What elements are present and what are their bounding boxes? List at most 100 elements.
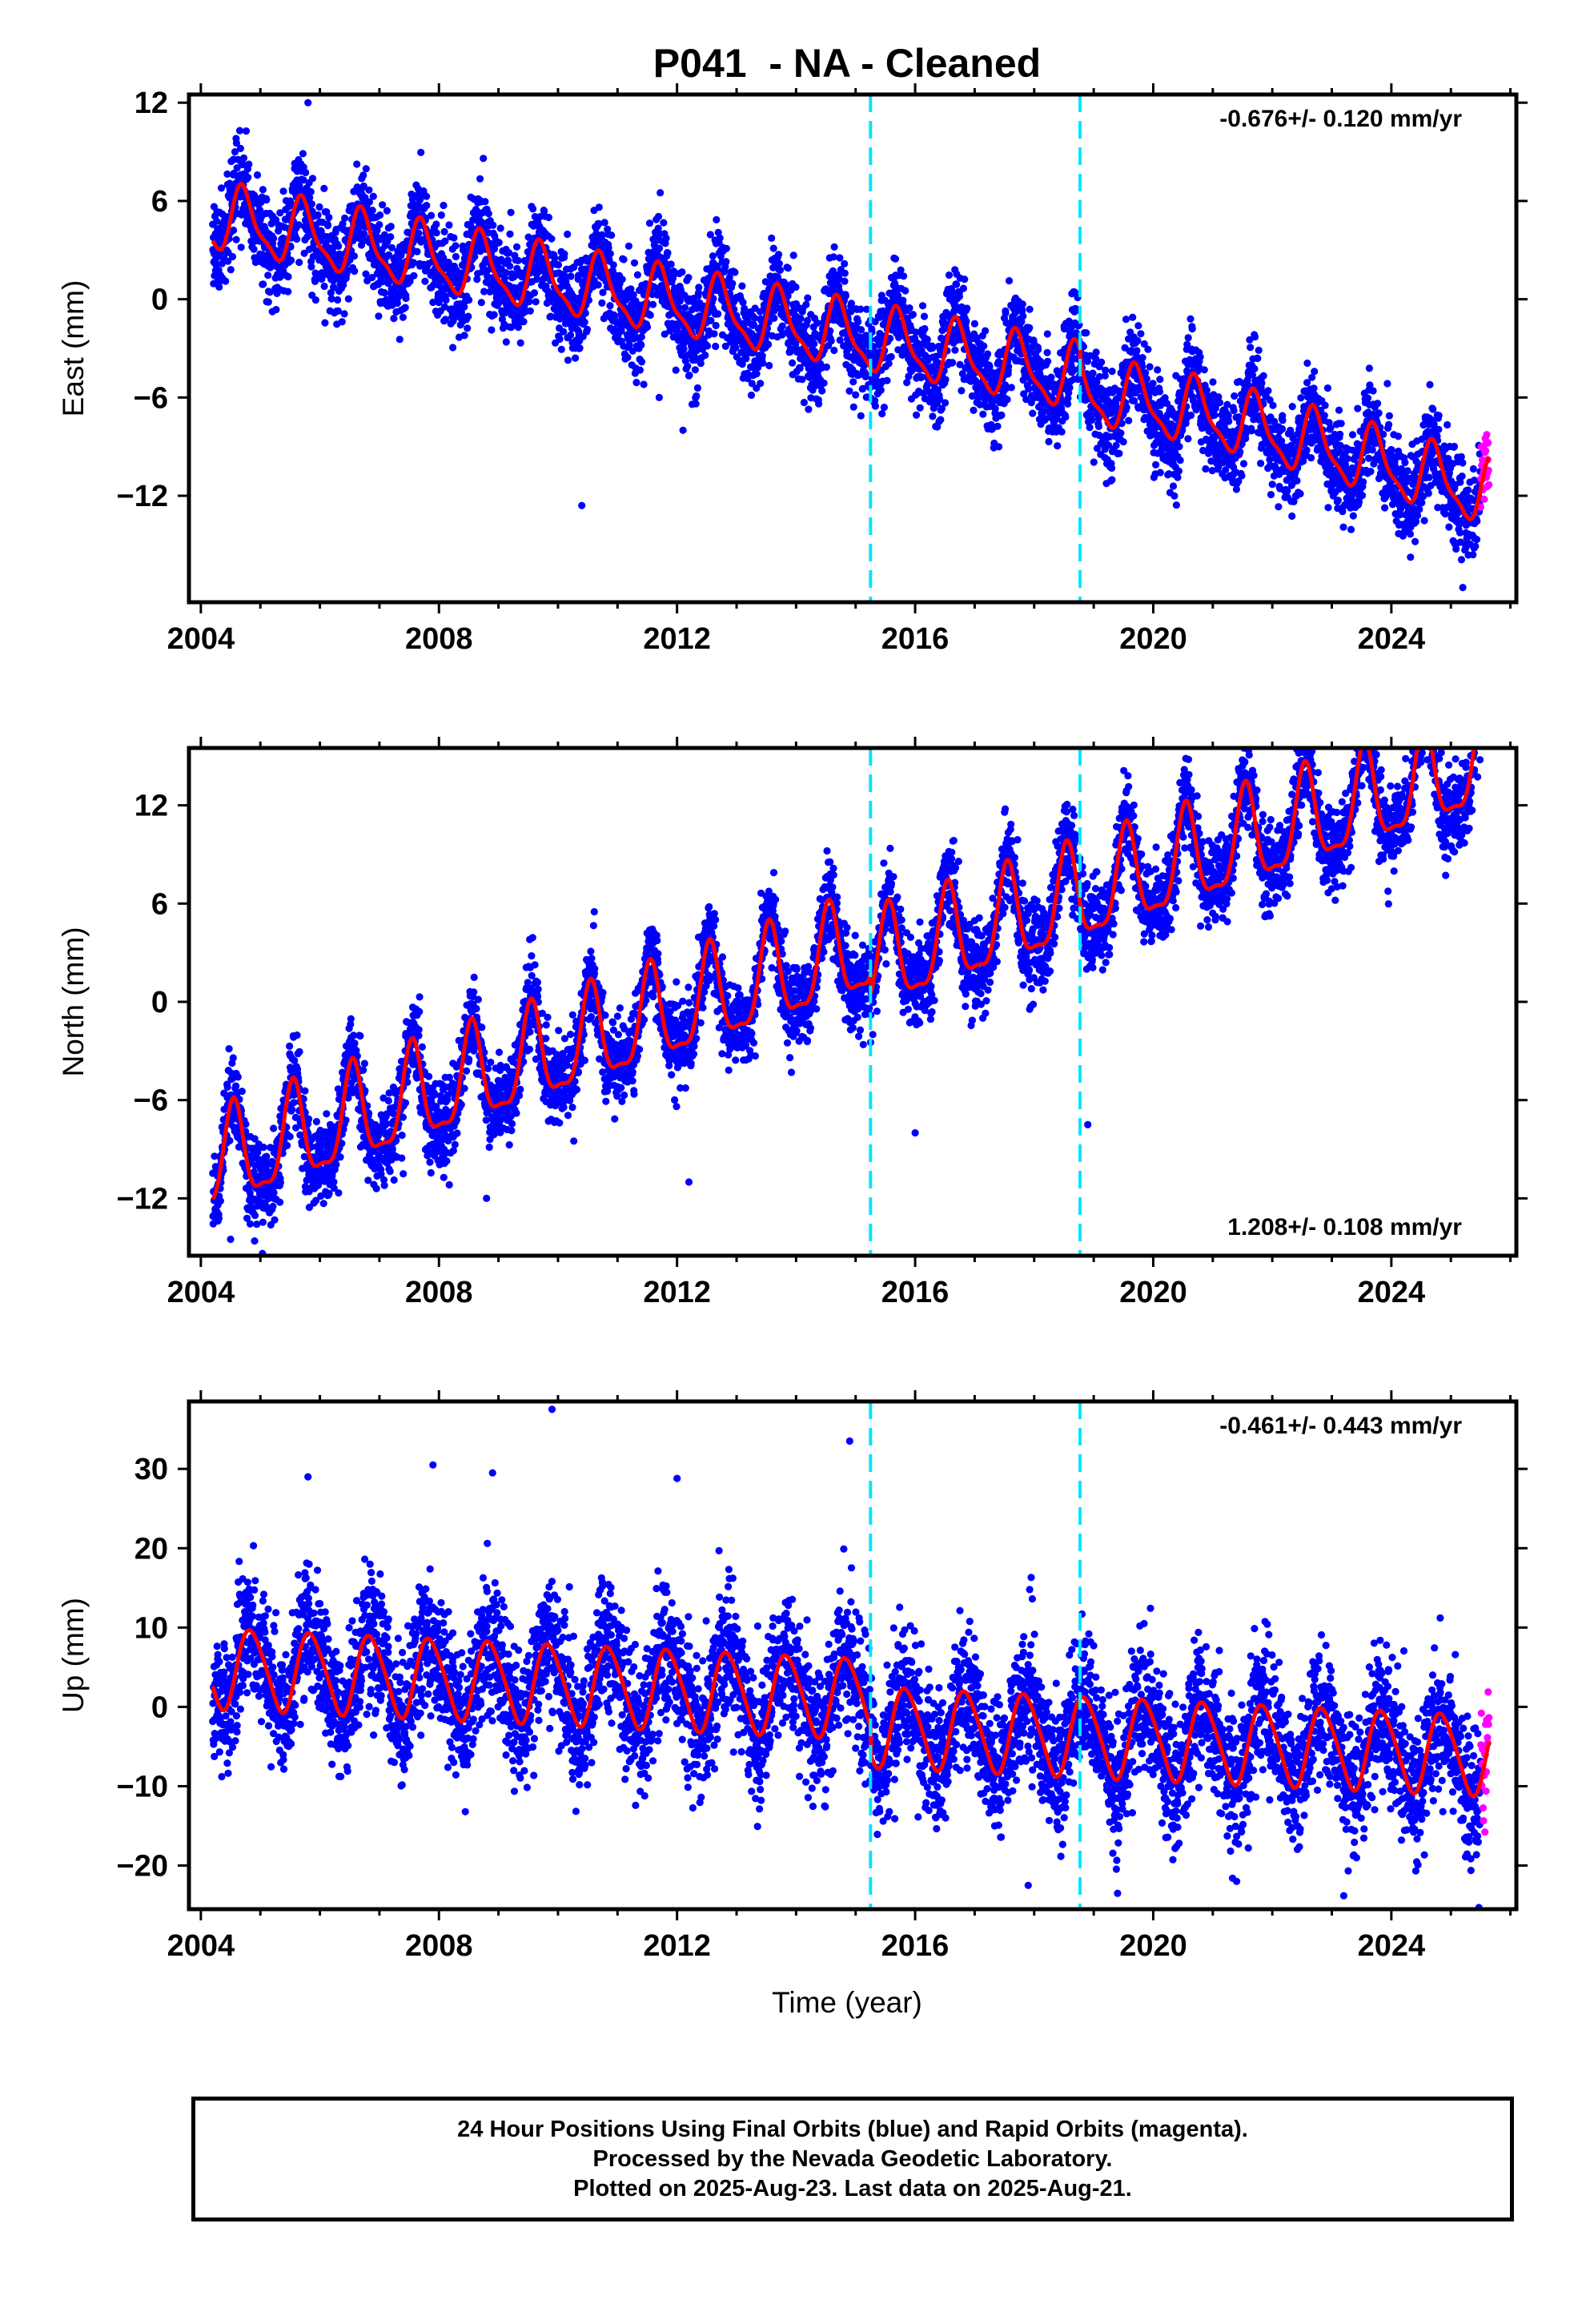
- data-point: [606, 302, 614, 310]
- data-point: [1231, 392, 1239, 400]
- data-point: [757, 380, 765, 388]
- data-point: [994, 422, 1002, 430]
- data-point: [373, 227, 381, 235]
- data-point: [293, 235, 301, 243]
- data-point: [598, 299, 606, 307]
- data-point: [1019, 312, 1027, 320]
- data-point: [1137, 330, 1145, 338]
- data-point: [302, 168, 310, 177]
- data-point: [829, 253, 837, 261]
- data-point: [233, 164, 241, 172]
- data-point: [792, 283, 800, 292]
- data-point: [1196, 353, 1204, 361]
- data-point: [276, 209, 284, 217]
- data-point: [1044, 357, 1052, 365]
- data-point: [1188, 325, 1196, 333]
- data-point: [1174, 467, 1182, 475]
- data-point: [1264, 387, 1272, 395]
- data-point: [514, 256, 522, 264]
- data-point: [440, 201, 448, 210]
- data-point: [638, 358, 646, 366]
- data-point: [1303, 359, 1311, 368]
- data-point: [1279, 416, 1287, 424]
- data-point: [667, 260, 675, 268]
- data-point: [789, 251, 797, 259]
- data-point: [415, 229, 423, 237]
- data-point: [215, 283, 223, 291]
- data-point: [984, 350, 992, 358]
- data-point: [307, 187, 315, 196]
- data-point: [1225, 417, 1233, 425]
- data-point: [1200, 366, 1208, 374]
- data-point: [516, 339, 524, 347]
- data-point: [323, 222, 332, 230]
- data-point: [827, 337, 835, 345]
- data-point: [512, 243, 521, 251]
- data-point: [432, 229, 440, 237]
- data-point: [264, 298, 272, 306]
- data-point: [714, 310, 722, 318]
- data-point: [564, 230, 572, 239]
- data-point: [662, 234, 670, 243]
- data-point: [1170, 492, 1178, 500]
- data-point: [1134, 322, 1142, 330]
- data-point: [300, 249, 308, 257]
- data-point: [362, 270, 370, 278]
- data-point: [618, 275, 626, 283]
- data-point: [299, 150, 307, 158]
- data-point: [223, 170, 231, 178]
- data-point: [854, 318, 862, 326]
- data-point: [235, 127, 244, 135]
- data-point: [391, 253, 400, 261]
- data-point: [841, 277, 849, 285]
- data-point: [1172, 501, 1180, 509]
- data-point: [1058, 428, 1066, 436]
- data-point: [554, 261, 563, 269]
- data-point: [263, 196, 271, 204]
- data-point: [295, 259, 303, 267]
- data-point: [560, 250, 568, 258]
- data-point: [1258, 379, 1266, 387]
- data-point: [507, 208, 515, 216]
- data-point: [230, 226, 238, 235]
- data-point: [620, 255, 628, 263]
- data-point: [729, 279, 737, 287]
- data-point: [385, 251, 393, 259]
- data-point: [502, 338, 510, 346]
- data-point: [849, 378, 857, 386]
- data-point: [380, 288, 388, 297]
- data-point: [909, 311, 917, 319]
- data-point: [693, 392, 701, 400]
- data-point: [822, 363, 830, 371]
- data-point: [1122, 404, 1130, 412]
- data-point: [820, 379, 828, 387]
- data-point: [465, 296, 473, 304]
- data-point: [476, 175, 484, 183]
- data-point: [841, 269, 849, 277]
- data-point: [942, 376, 950, 384]
- data-point: [440, 303, 449, 311]
- data-point: [877, 386, 885, 394]
- data-point: [244, 174, 252, 182]
- data-point: [383, 207, 391, 215]
- data-point: [963, 304, 971, 312]
- data-point: [797, 315, 805, 323]
- data-point: [311, 296, 319, 304]
- data-point: [402, 294, 410, 303]
- data-point: [396, 336, 404, 344]
- data-point: [685, 372, 693, 380]
- data-point: [1247, 344, 1255, 352]
- data-point: [784, 264, 793, 272]
- data-point: [368, 274, 376, 282]
- data-point: [654, 212, 663, 220]
- data-point: [413, 247, 421, 255]
- data-point: [701, 351, 709, 360]
- data-point: [490, 311, 498, 319]
- data-point: [520, 318, 528, 326]
- data-point: [548, 235, 556, 243]
- data-point: [624, 242, 633, 250]
- data-point: [270, 235, 278, 243]
- data-point: [222, 277, 230, 285]
- data-point: [1251, 333, 1259, 341]
- data-point: [759, 359, 767, 367]
